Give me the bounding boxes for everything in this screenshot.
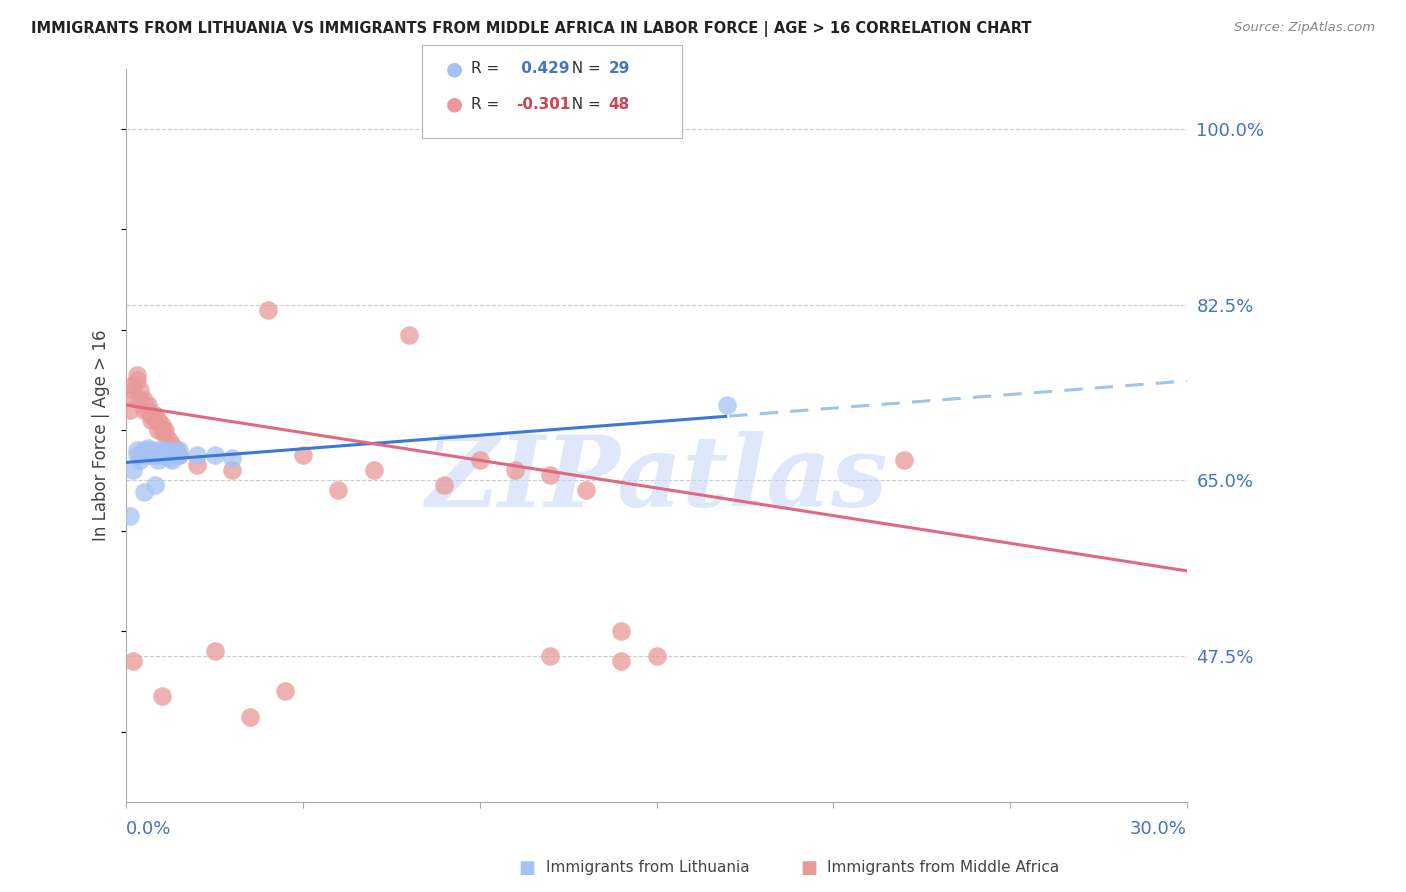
Text: R =: R = [471, 97, 505, 112]
Point [150, 418, 173, 433]
Point [186, 458, 208, 473]
Point [150, 443, 173, 458]
Point [129, 383, 152, 397]
Point [162, 438, 184, 452]
Point [169, 448, 191, 462]
Point [125, 368, 148, 382]
Point [398, 327, 420, 342]
Text: ■: ■ [519, 859, 536, 877]
Point [143, 413, 166, 427]
Point [122, 654, 145, 668]
Point [204, 448, 226, 462]
Point [328, 483, 350, 498]
Point [645, 649, 668, 664]
Point [292, 448, 315, 462]
Text: Immigrants from Lithuania: Immigrants from Lithuania [546, 861, 749, 875]
Point [363, 463, 385, 477]
Point [136, 398, 159, 412]
Text: 29: 29 [609, 62, 630, 76]
Point [122, 383, 145, 397]
Point [143, 408, 166, 422]
Point [118, 388, 141, 402]
Text: ●: ● [446, 59, 463, 78]
Text: -0.301: -0.301 [516, 97, 571, 112]
Point [129, 453, 152, 467]
Point [136, 403, 159, 417]
Point [221, 463, 243, 477]
Text: ZIPatlas: ZIPatlas [426, 431, 887, 527]
Point [893, 453, 915, 467]
Text: N =: N = [562, 97, 606, 112]
Point [136, 442, 159, 456]
Point [169, 448, 191, 462]
Point [143, 478, 166, 492]
Point [256, 302, 278, 317]
Point [204, 644, 226, 658]
Point [239, 709, 262, 723]
Text: IMMIGRANTS FROM LITHUANIA VS IMMIGRANTS FROM MIDDLE AFRICA IN LABOR FORCE | AGE : IMMIGRANTS FROM LITHUANIA VS IMMIGRANTS … [31, 21, 1032, 37]
Point [118, 508, 141, 523]
Point [540, 468, 562, 483]
Point [153, 423, 176, 437]
Point [157, 443, 180, 458]
Point [125, 448, 148, 462]
Point [132, 448, 155, 462]
Point [150, 423, 173, 437]
Point [169, 443, 191, 458]
Point [540, 649, 562, 664]
Point [146, 423, 169, 437]
Y-axis label: In Labor Force | Age > 16: In Labor Force | Age > 16 [93, 329, 110, 541]
Point [129, 392, 152, 407]
Point [136, 448, 159, 462]
Point [165, 443, 187, 458]
Point [150, 448, 173, 462]
Point [150, 690, 173, 704]
Point [274, 684, 297, 698]
Point [129, 448, 152, 462]
Point [139, 408, 162, 422]
Point [146, 453, 169, 467]
Text: N =: N = [562, 62, 606, 76]
Text: 0.429: 0.429 [516, 62, 569, 76]
Point [153, 428, 176, 442]
Point [146, 413, 169, 427]
Text: Source: ZipAtlas.com: Source: ZipAtlas.com [1234, 21, 1375, 34]
Text: 30.0%: 30.0% [1130, 820, 1187, 838]
Point [186, 448, 208, 462]
Point [139, 443, 162, 458]
Point [716, 398, 738, 412]
Point [122, 463, 145, 477]
Point [139, 413, 162, 427]
Point [125, 373, 148, 387]
Point [122, 378, 145, 392]
Point [221, 451, 243, 466]
Text: 0.0%: 0.0% [127, 820, 172, 838]
Text: 48: 48 [609, 97, 630, 112]
Point [610, 624, 633, 639]
Point [118, 403, 141, 417]
Text: ●: ● [446, 95, 463, 114]
Text: Immigrants from Middle Africa: Immigrants from Middle Africa [827, 861, 1059, 875]
Point [132, 443, 155, 458]
Point [503, 463, 526, 477]
Point [610, 654, 633, 668]
Point [146, 443, 169, 458]
Text: ■: ■ [800, 859, 817, 877]
Point [132, 485, 155, 500]
Point [468, 453, 491, 467]
Point [433, 478, 456, 492]
Point [153, 445, 176, 459]
Point [157, 434, 180, 448]
Point [132, 392, 155, 407]
Point [575, 483, 598, 498]
Point [157, 451, 180, 466]
Point [162, 453, 184, 467]
Point [132, 403, 155, 417]
Point [143, 448, 166, 462]
Point [139, 448, 162, 462]
Text: R =: R = [471, 62, 505, 76]
Point [125, 443, 148, 458]
